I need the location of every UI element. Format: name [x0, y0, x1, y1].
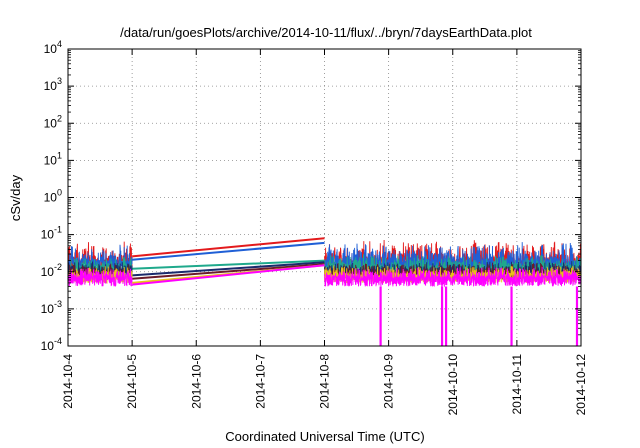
y-tick-exponent: 1 [57, 150, 62, 160]
grid [68, 49, 581, 346]
x-tick-label: 2014-10-10 [446, 354, 460, 416]
x-tick-label: 2014-10-11 [510, 354, 524, 415]
axes-ticks [67, 48, 582, 347]
y-tick-label: 102 [44, 113, 62, 130]
x-axis-label: Coordinated Universal Time (UTC) [225, 429, 424, 444]
x-tick-label: 2014-10-4 [61, 354, 75, 409]
y-tick-exponent: 2 [57, 113, 62, 123]
y-tick-label: 10-2 [41, 262, 62, 279]
x-tick-label: 2014-10-9 [382, 354, 396, 409]
y-tick-base: 10 [41, 302, 55, 316]
y-tick-exponent: -1 [54, 225, 62, 235]
y-tick-base: 10 [41, 228, 55, 242]
x-tick-label: 2014-10-8 [318, 354, 332, 409]
data-series [67, 264, 582, 288]
y-tick-label: 104 [44, 39, 62, 56]
y-tick-label: 101 [44, 150, 62, 167]
series-trace-before-gap [67, 267, 133, 287]
x-tick-label: 2014-10-6 [189, 354, 203, 409]
y-tick-exponent: 0 [57, 188, 62, 198]
series-trace-after-gap [324, 266, 582, 288]
y-tick-base: 10 [44, 116, 58, 130]
y-tick-exponent: -4 [54, 336, 62, 346]
y-tick-label: 10-3 [41, 299, 62, 316]
x-tick-labels: 2014-10-4 2014-10-5 2014-10-6 2014-10-7 2014… [61, 354, 588, 416]
y-tick-label: 103 [44, 76, 62, 93]
y-tick-base: 10 [44, 153, 58, 167]
y-tick-exponent: -3 [54, 299, 62, 309]
y-tick-base: 10 [41, 265, 55, 279]
x-tick-label: 2014-10-12 [574, 354, 588, 416]
series-layer [67, 237, 582, 346]
series-gap-connector [132, 237, 325, 258]
x-tick-label: 2014-10-5 [125, 354, 139, 409]
series-gap-connector [132, 261, 325, 277]
series-gap-connector [132, 263, 325, 280]
series-gap-connector [132, 259, 325, 270]
y-tick-label: 10-1 [41, 225, 62, 242]
y-tick-label: 100 [44, 188, 62, 205]
x-tick-label: 2014-10-7 [253, 354, 267, 409]
y-tick-exponent: 3 [57, 76, 62, 86]
y-tick-label: 10-4 [41, 336, 62, 353]
y-tick-base: 10 [41, 339, 55, 353]
y-tick-base: 10 [44, 79, 58, 93]
y-tick-base: 10 [44, 42, 58, 56]
y-tick-exponent: 4 [57, 39, 62, 49]
series-gap-connector [132, 241, 325, 261]
series-gap-connector [132, 264, 325, 286]
y-axis-label: cSv/day [8, 174, 23, 221]
y-tick-exponent: -2 [54, 262, 62, 272]
y-tick-base: 10 [44, 191, 58, 205]
chart-title: /data/run/goesPlots/archive/2014-10-11/f… [120, 25, 532, 40]
